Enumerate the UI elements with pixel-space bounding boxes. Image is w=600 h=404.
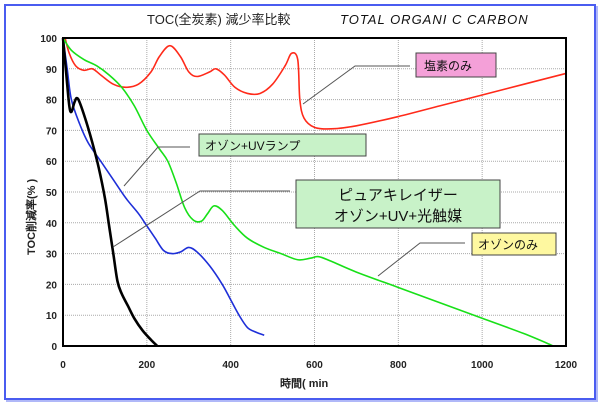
y-tick-label: 40 bbox=[46, 219, 58, 230]
x-tick-label: 0 bbox=[60, 360, 66, 371]
series-line-2 bbox=[61, 37, 159, 347]
y-tick-label: 60 bbox=[46, 157, 58, 168]
y-tick-label: 90 bbox=[46, 65, 58, 76]
series-line-0 bbox=[64, 37, 567, 130]
label-chlorine: 塩素のみ bbox=[415, 52, 497, 78]
leader-ozone-only bbox=[377, 242, 465, 277]
series-lines bbox=[61, 37, 567, 347]
label-ozone-only-text: オゾンのみ bbox=[478, 238, 538, 252]
label-ozone-uv-text: オゾン+UVランプ bbox=[205, 139, 300, 153]
leader-purekireizer bbox=[112, 190, 290, 248]
y-tick-label: 20 bbox=[46, 280, 58, 291]
y-axis-label: TOC削減率(% ) bbox=[24, 178, 38, 255]
x-tick-label: 400 bbox=[222, 360, 239, 371]
label-purekireizer-line1: ピュアキレイザー bbox=[338, 187, 458, 204]
x-tick-label: 200 bbox=[138, 360, 155, 371]
chart-subtitle: TOTAL ORGANI C CARBON bbox=[340, 12, 529, 27]
x-axis-label: 時間( min bbox=[280, 376, 329, 390]
y-tick-label: 10 bbox=[46, 311, 58, 322]
label-purekireizer-line2: オゾン+UV+光触媒 bbox=[334, 208, 462, 225]
chart-title: TOC(全炭素) 減少率比較 bbox=[147, 12, 290, 27]
leader-ozone-uv bbox=[123, 146, 190, 187]
label-ozone-only: オゾンのみ bbox=[471, 232, 557, 256]
x-tick-label: 800 bbox=[390, 360, 407, 371]
series-line-3 bbox=[62, 37, 554, 347]
series-line-1 bbox=[62, 37, 265, 336]
x-tick-label: 1200 bbox=[555, 360, 578, 371]
label-ozone-uv: オゾン+UVランプ bbox=[198, 133, 367, 157]
leader-chlorine bbox=[302, 65, 410, 105]
y-tick-label: 50 bbox=[46, 188, 58, 199]
y-tick-label: 100 bbox=[40, 34, 57, 45]
label-purekireizer: ピュアキレイザー オゾン+UV+光触媒 bbox=[295, 179, 501, 229]
x-tick-label: 600 bbox=[306, 360, 323, 371]
y-tick-label: 80 bbox=[46, 96, 58, 107]
leader-lines bbox=[112, 65, 465, 277]
x-tick-label: 1000 bbox=[471, 360, 494, 371]
y-tick-label: 0 bbox=[51, 342, 57, 353]
plot-area bbox=[62, 37, 567, 347]
y-tick-label: 70 bbox=[46, 126, 58, 137]
y-tick-label: 30 bbox=[46, 250, 58, 261]
label-chlorine-text: 塩素のみ bbox=[424, 58, 472, 73]
